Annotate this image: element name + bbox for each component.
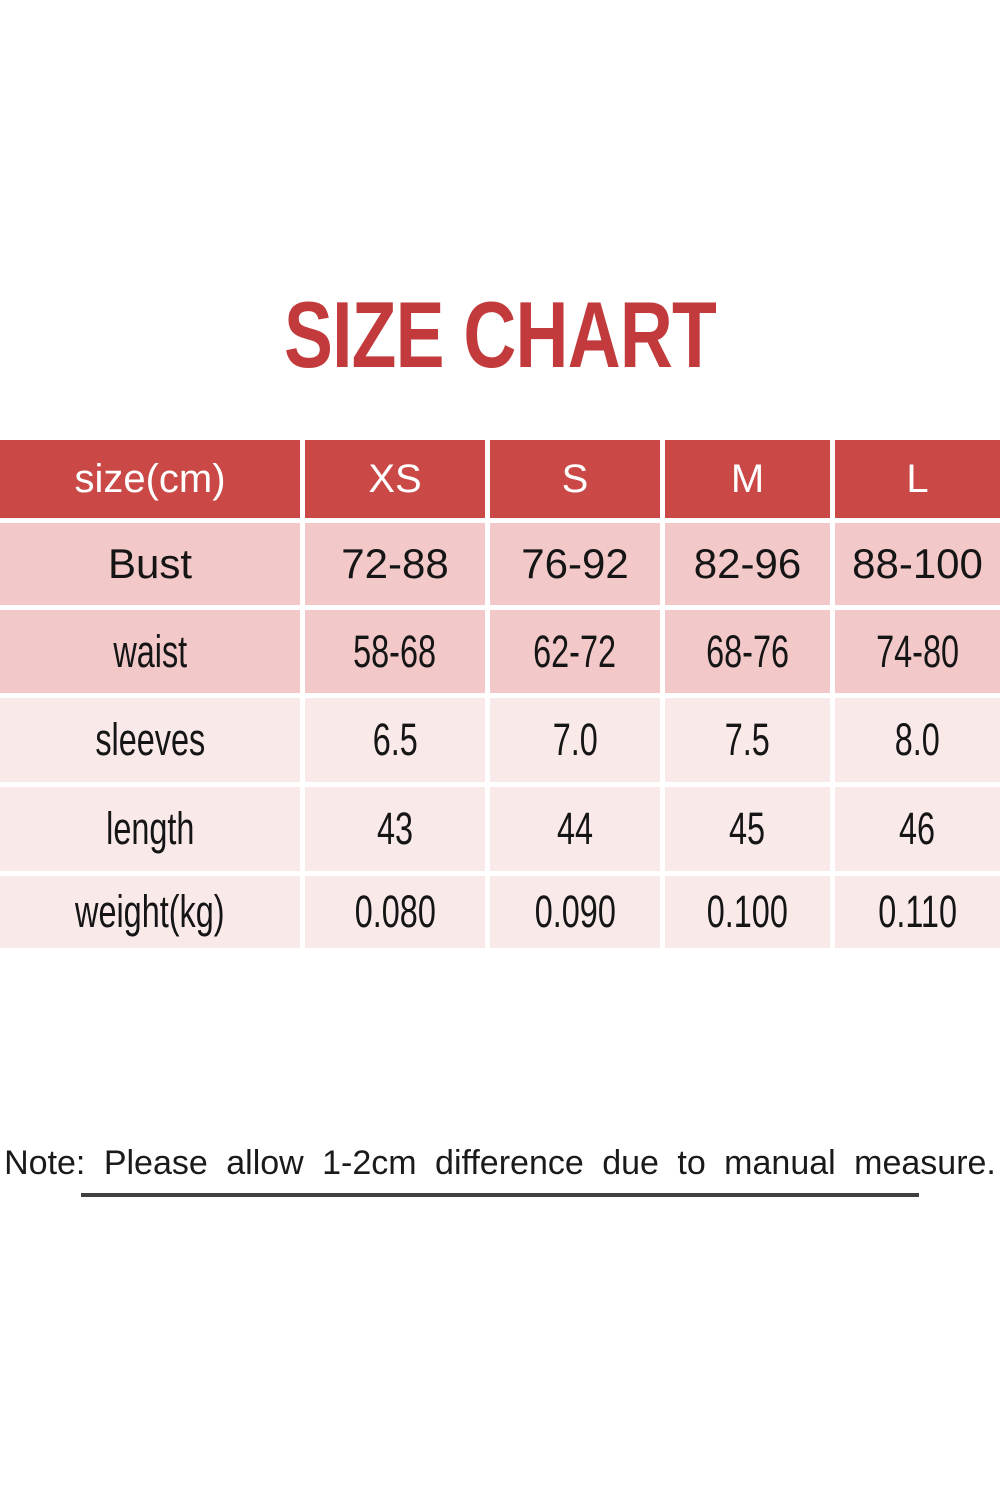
cell-waist-s: 62-72	[490, 610, 660, 693]
cell-value: 44	[556, 803, 594, 854]
cell-value: 6.5	[372, 714, 418, 765]
page-title: SIZE CHART	[0, 288, 1000, 410]
row-label-waist: waist	[0, 610, 300, 693]
cell-bust-l: 88-100	[835, 523, 1000, 605]
cell-value: 76-92	[521, 540, 629, 587]
cell-waist-xs: 58-68	[305, 610, 485, 693]
size-chart-table: size(cm) XS S M L Bust 72-88 76-92 82-96…	[0, 440, 1000, 948]
cell-value: 45	[729, 803, 766, 854]
cell-waist-m: 68-76	[665, 610, 830, 693]
cell-length-l: 46	[835, 787, 1000, 871]
cell-weight-l: 0.110	[835, 876, 1000, 948]
header-text: L	[906, 456, 929, 501]
page-title-text: SIZE CHART	[283, 282, 717, 387]
cell-length-s: 44	[490, 787, 660, 871]
cell-value: 68-76	[706, 625, 789, 677]
row-label-text: Bust	[107, 540, 193, 587]
header-cell-size: size(cm)	[0, 440, 300, 518]
row-label-text: weight(kg)	[75, 886, 225, 937]
note-text: Note: Please allow 1-2cm difference due …	[4, 1144, 996, 1182]
row-label-text: waist	[113, 625, 187, 677]
cell-value: 74-80	[876, 625, 959, 677]
row-label-weight: weight(kg)	[0, 876, 300, 948]
cell-length-m: 45	[665, 787, 830, 871]
cell-value: 46	[899, 803, 936, 854]
cell-value: 7.0	[552, 714, 598, 765]
header-text: M	[730, 456, 765, 501]
row-label-text: length	[105, 803, 195, 854]
header-text: S	[561, 456, 589, 501]
cell-sleeves-xs: 6.5	[305, 698, 485, 782]
cell-value: 7.5	[724, 714, 771, 765]
row-label-length: length	[0, 787, 300, 871]
cell-waist-l: 74-80	[835, 610, 1000, 693]
cell-value: 0.110	[878, 886, 957, 937]
cell-value: 0.100	[706, 886, 789, 937]
cell-sleeves-m: 7.5	[665, 698, 830, 782]
header-cell-m: M	[665, 440, 830, 518]
note: Note: Please allow 1-2cm difference due …	[0, 1141, 1000, 1192]
cell-weight-s: 0.090	[490, 876, 660, 948]
cell-value: 43	[376, 803, 414, 854]
header-text: size(cm)	[74, 456, 226, 501]
cell-value: 58-68	[353, 625, 437, 677]
cell-weight-xs: 0.080	[305, 876, 485, 948]
cell-value: 62-72	[533, 625, 617, 677]
row-label-sleeves: sleeves	[0, 698, 300, 782]
row-label-bust: Bust	[0, 523, 300, 605]
header-cell-l: L	[835, 440, 1000, 518]
divider-line	[81, 1193, 919, 1197]
row-label-text: sleeves	[95, 714, 205, 765]
cell-bust-s: 76-92	[490, 523, 660, 605]
cell-bust-xs: 72-88	[305, 523, 485, 605]
cell-length-xs: 43	[305, 787, 485, 871]
header-cell-xs: XS	[305, 440, 485, 518]
cell-value: 0.090	[534, 886, 616, 937]
cell-value: 72-88	[341, 540, 449, 587]
cell-value: 0.080	[354, 886, 436, 937]
cell-value: 88-100	[852, 540, 983, 587]
cell-sleeves-s: 7.0	[490, 698, 660, 782]
cell-value: 8.0	[894, 714, 941, 765]
cell-bust-m: 82-96	[665, 523, 830, 605]
header-cell-s: S	[490, 440, 660, 518]
header-text: XS	[368, 456, 422, 501]
cell-weight-m: 0.100	[665, 876, 830, 948]
cell-value: 82-96	[693, 540, 802, 587]
cell-sleeves-l: 8.0	[835, 698, 1000, 782]
